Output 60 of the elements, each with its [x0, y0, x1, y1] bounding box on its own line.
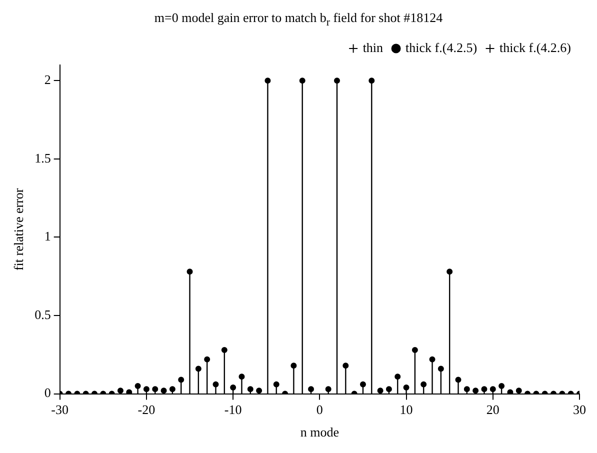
point — [256, 388, 262, 394]
x-tick-label: 0 — [316, 402, 323, 418]
point — [464, 386, 470, 392]
y-tick-label: 2 — [44, 72, 51, 88]
point — [247, 386, 254, 392]
point — [264, 78, 271, 84]
point — [221, 346, 228, 353]
y-axis-title: fit relative error — [11, 188, 26, 271]
point — [334, 78, 340, 84]
x-tick-label: 20 — [486, 402, 500, 418]
point — [195, 366, 202, 372]
point — [160, 388, 167, 394]
point — [308, 386, 314, 392]
point — [134, 382, 141, 389]
chart-title: m=0 model gain error to match b$_{r}$ field for shot #18124 — [153, 9, 444, 31]
point — [412, 346, 418, 353]
point — [507, 389, 514, 394]
point — [204, 356, 210, 362]
point — [438, 366, 444, 372]
x-axis-title: n mode — [300, 424, 340, 440]
point — [472, 388, 479, 394]
point — [290, 362, 297, 369]
legend-label: thick f.(4.2.5) — [406, 40, 478, 55]
point — [126, 389, 132, 394]
legend-label: thin — [362, 40, 384, 55]
point — [386, 386, 392, 392]
point — [169, 386, 176, 392]
y-tick-label: 0.5 — [34, 306, 51, 322]
point — [455, 376, 462, 383]
point — [446, 268, 453, 275]
point — [481, 386, 488, 392]
x-tick-label: -20 — [138, 402, 156, 418]
point — [230, 384, 236, 391]
point — [360, 381, 366, 388]
point — [117, 388, 124, 394]
point — [516, 388, 522, 394]
point — [368, 78, 375, 84]
point — [342, 362, 349, 369]
point — [152, 386, 158, 392]
point — [420, 381, 427, 388]
point — [238, 374, 245, 380]
x-tick-label: 10 — [400, 402, 413, 418]
point — [299, 78, 306, 84]
point — [394, 374, 401, 380]
point — [212, 381, 219, 388]
point — [498, 382, 505, 389]
point — [377, 388, 384, 394]
point — [403, 384, 410, 391]
y-tick-label: 1 — [44, 228, 51, 244]
x-tick-label: -10 — [224, 402, 242, 418]
y-tick-label: 0 — [44, 385, 51, 400]
point — [178, 376, 184, 383]
legend-label: thick f.(4.2.6) — [500, 40, 572, 55]
y-tick-label: 1.5 — [34, 150, 51, 166]
point — [429, 356, 436, 362]
x-tick-label: 30 — [573, 402, 586, 418]
point — [186, 268, 193, 275]
point — [325, 386, 332, 392]
point — [273, 381, 280, 388]
x-tick-label: -30 — [51, 402, 69, 418]
